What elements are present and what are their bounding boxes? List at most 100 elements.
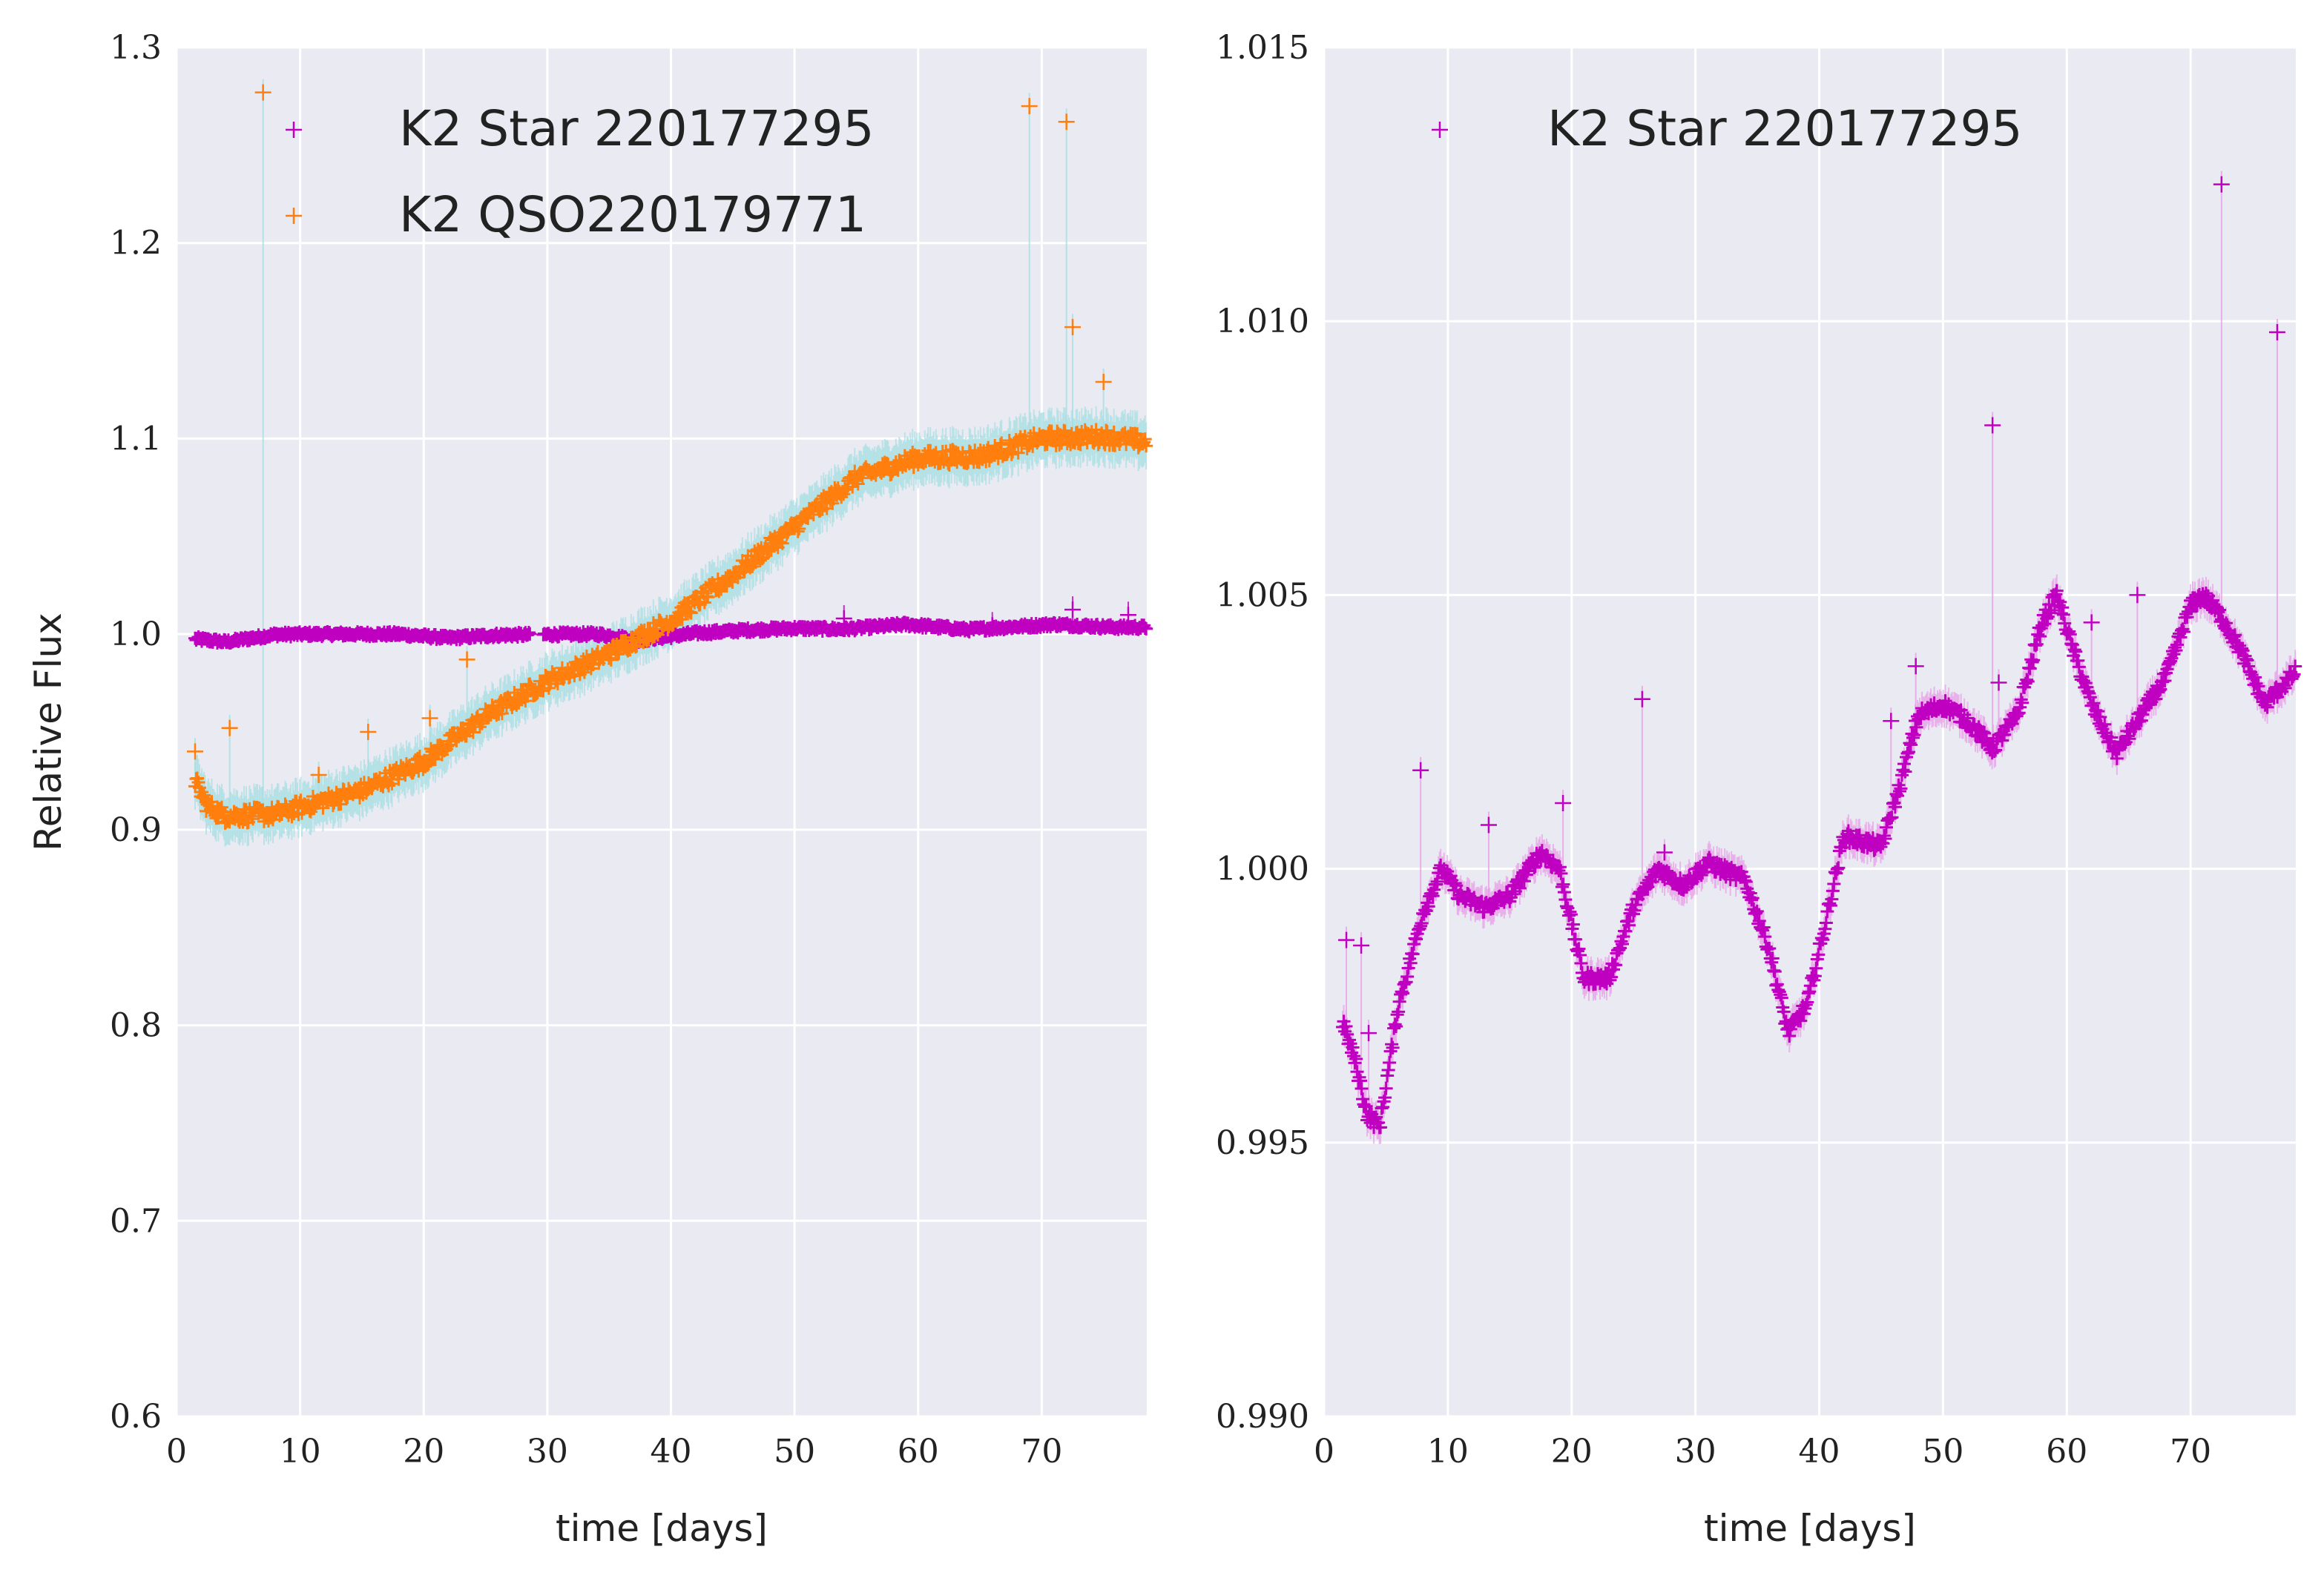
- data-point: [684, 606, 698, 620]
- left-data-points: [186, 84, 1153, 830]
- left-axes-background: [177, 47, 1147, 1416]
- data-point: [1765, 951, 1780, 966]
- data-point: [1553, 860, 1567, 874]
- y-tick-label: 1.3: [110, 29, 162, 67]
- data-point: [1900, 747, 1915, 761]
- data-point: [1354, 1082, 1369, 1096]
- data-point: [1826, 884, 1840, 898]
- data-point: [1517, 874, 1531, 888]
- data-point: [1430, 874, 1444, 888]
- data-point: [1777, 1005, 1791, 1019]
- left-x-tick-labels: 0 10 20 30 40 50 60 70: [166, 1433, 1062, 1471]
- data-point: [1557, 885, 1571, 900]
- data-point: [1058, 424, 1072, 438]
- x-tick-label: 20: [403, 1433, 444, 1471]
- outlier-point: [1095, 373, 1112, 390]
- data-point: [1347, 1049, 1361, 1063]
- outlier-point: [1064, 601, 1082, 618]
- data-point: [1563, 905, 1577, 919]
- left-y-axis-label: Relative Flux: [27, 613, 70, 851]
- data-point: [1099, 423, 1113, 438]
- data-point: [1354, 1074, 1368, 1088]
- data-point: [1574, 956, 1588, 970]
- x-tick-label: 40: [650, 1433, 691, 1471]
- data-point: [1878, 832, 1892, 846]
- outlier-point: [458, 651, 475, 668]
- data-point: [1379, 1081, 1393, 1095]
- data-point: [1808, 969, 1822, 983]
- data-point: [1403, 956, 1418, 970]
- data-point: [1772, 985, 1786, 999]
- data-point: [1573, 948, 1587, 963]
- legend-label-star: K2 Star 220177295: [399, 100, 875, 157]
- data-point: [1609, 958, 1622, 972]
- y-tick-label: 0.9: [110, 811, 162, 849]
- data-point: [1380, 1069, 1395, 1083]
- data-point: [1750, 904, 1764, 918]
- y-tick-label: 0.8: [110, 1007, 162, 1045]
- data-point: [1768, 965, 1782, 979]
- y-tick-label: 1.2: [110, 225, 162, 263]
- data-point: [995, 436, 1009, 450]
- data-point: [1906, 730, 1920, 745]
- legend-marker-star: [286, 122, 302, 138]
- data-point: [1825, 892, 1839, 906]
- data-point: [1528, 859, 1542, 874]
- data-point: [1898, 765, 1912, 779]
- left-x-axis-label: time [days]: [556, 1507, 768, 1550]
- data-point: [1749, 906, 1763, 920]
- data-point: [1907, 728, 1921, 742]
- data-point: [1357, 1098, 1371, 1112]
- y-tick-label: 0.7: [110, 1202, 162, 1240]
- data-point: [773, 535, 787, 549]
- data-point: [1801, 986, 1815, 1000]
- data-point: [1004, 447, 1018, 461]
- data-point: [1375, 1101, 1389, 1115]
- data-point: [1819, 916, 1833, 930]
- data-point: [1541, 851, 1555, 865]
- data-point: [1627, 903, 1642, 917]
- legend-plus-star: [286, 122, 302, 138]
- data-point: [1346, 1040, 1360, 1054]
- data-point: [1754, 922, 1768, 936]
- data-point: [2005, 717, 2019, 731]
- outlier-point: [421, 710, 438, 727]
- data-point: [813, 504, 827, 518]
- data-point: [1421, 900, 1435, 914]
- left-legend: K2 Star 220177295 K2 QSO220179771: [286, 100, 875, 243]
- data-point: [1739, 875, 1753, 889]
- data-point: [1809, 961, 1823, 975]
- y-tick-label: 1.1: [110, 420, 162, 458]
- data-point: [1622, 918, 1636, 932]
- outlier-point: [254, 84, 271, 101]
- left-y-tick-labels: 0.6 0.7 0.8 0.9 1.0 1.1 1.2 1.3: [110, 29, 162, 1436]
- y-tick-label: 0.6: [110, 1398, 162, 1436]
- legend-plus-qso: [286, 208, 302, 224]
- outlier-point: [221, 719, 238, 736]
- data-point: [523, 627, 537, 641]
- data-point: [1429, 877, 1444, 891]
- x-tick-label: 60: [898, 1433, 939, 1471]
- outlier-point: [1058, 113, 1075, 131]
- data-point: [1877, 828, 1891, 842]
- data-point: [1616, 937, 1630, 951]
- right-axes-background: [1324, 47, 2296, 1416]
- data-point: [2027, 653, 2041, 667]
- data-point: [1818, 922, 1832, 936]
- data-point: [1745, 893, 1759, 907]
- data-point: [1976, 725, 1990, 739]
- data-point: [1894, 782, 1908, 796]
- data-point: [775, 536, 789, 550]
- data-point: [381, 779, 395, 793]
- data-point: [1564, 908, 1578, 922]
- data-point: [1888, 800, 1902, 814]
- data-point: [1486, 901, 1500, 915]
- data-point: [1381, 1063, 1395, 1077]
- left-panel: 0.6 0.7 0.8 0.9 1.0 1.1 1.2 1.3 0 10 20 30 40 50 60 70…: [27, 29, 1153, 1550]
- data-point: [1800, 995, 1814, 1009]
- data-point: [1738, 874, 1752, 888]
- data-point: [1603, 973, 1617, 987]
- data-point: [1039, 435, 1053, 449]
- data-point: [1827, 877, 1841, 891]
